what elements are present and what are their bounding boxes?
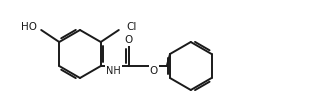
- Text: O: O: [125, 35, 133, 45]
- Text: NH: NH: [107, 66, 121, 76]
- Text: HO: HO: [21, 22, 37, 32]
- Text: Cl: Cl: [127, 22, 137, 32]
- Text: O: O: [150, 66, 158, 76]
